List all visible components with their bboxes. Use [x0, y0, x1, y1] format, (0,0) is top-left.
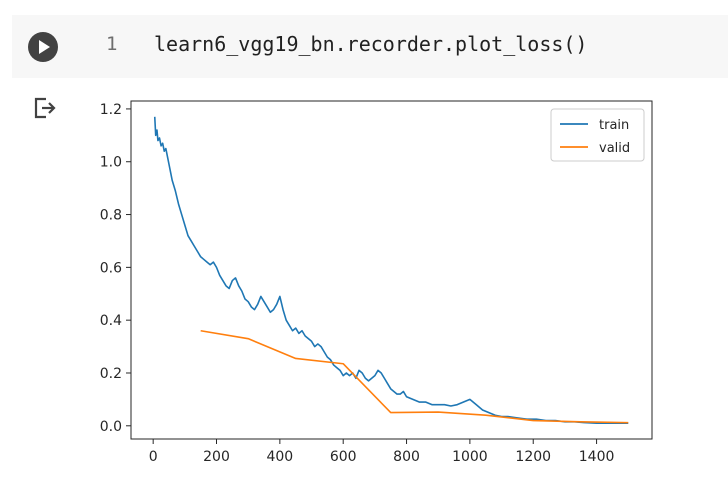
series-line-valid — [200, 329, 629, 424]
loss-chart: 0 200 400 600 800 1000 1200 1400 0.0 0.2 0.4 0.6 0.8… — [100, 100, 653, 465]
x-tick-label: 400 — [266, 449, 293, 465]
x-tick-label: 600 — [330, 449, 357, 465]
legend-box — [550, 108, 645, 162]
line-number: 1 — [106, 33, 118, 55]
y-tick-label: 0.0 — [100, 419, 122, 435]
x-tick-label: 1400 — [579, 449, 615, 465]
y-tick-label: 0.6 — [100, 260, 122, 276]
legend-label-train: train — [599, 118, 629, 133]
x-tick-label: 800 — [393, 449, 420, 465]
y-tick-label: 0.4 — [100, 313, 122, 329]
axes: 0 200 400 600 800 1000 1200 1400 0.0 0.2 0.4 0.6 0.8… — [100, 100, 653, 465]
series-line-train — [153, 116, 629, 424]
legend-label-valid: valid — [599, 141, 630, 156]
x-tick-label: 200 — [203, 449, 230, 465]
run-cell-button[interactable] — [28, 32, 58, 62]
x-tick-label: 0 — [149, 449, 158, 465]
x-tick-label: 1000 — [452, 449, 488, 465]
play-icon — [39, 40, 50, 54]
code-text[interactable]: learn6_vgg19_bn.recorder.plot_loss() — [154, 32, 588, 56]
axes-frame — [130, 100, 653, 440]
y-tick-label: 0.8 — [100, 208, 122, 224]
x-tick-label: 1200 — [515, 449, 551, 465]
plot-area — [153, 116, 629, 424]
y-tick-label: 1.2 — [100, 102, 122, 118]
y-tick-label: 0.2 — [100, 366, 122, 382]
code-cell[interactable]: 1 learn6_vgg19_bn.recorder.plot_loss() — [12, 15, 728, 78]
output-exit-icon[interactable] — [33, 96, 59, 120]
y-tick-label: 1.0 — [100, 155, 122, 171]
legend: train valid — [550, 108, 645, 162]
